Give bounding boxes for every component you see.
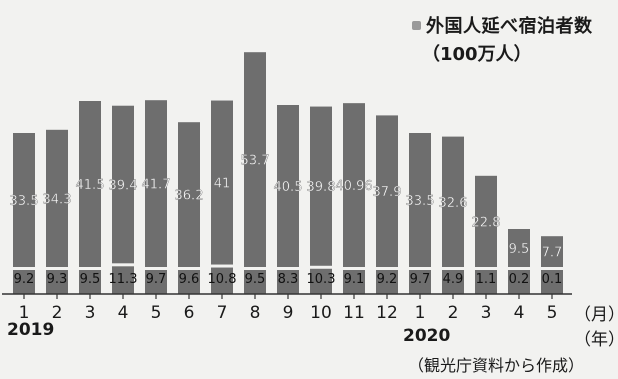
lower-value-label-8: 8.3 — [278, 272, 299, 287]
x-tick-label-16: 5 — [547, 303, 558, 323]
upper-value-label-10: 40.96 — [335, 179, 372, 194]
bar-lower-6 — [211, 267, 233, 294]
lower-value-label-7: 9.5 — [245, 272, 266, 287]
bar-upper-8 — [277, 105, 299, 267]
bar-upper-7 — [244, 52, 266, 268]
upper-value-label-13: 32.6 — [439, 196, 468, 211]
chart-unit: （100万人） — [422, 44, 532, 65]
bar-upper-10 — [343, 103, 365, 267]
bar-upper-12 — [409, 133, 431, 267]
source-note: （観光庁資料から作成） — [408, 356, 585, 375]
bar-lower-16 — [541, 270, 563, 294]
bar-upper-9 — [310, 106, 332, 266]
bar-lower-5 — [178, 270, 200, 294]
year-label-2019: 2019 — [7, 320, 55, 340]
x-tick-label-5: 6 — [184, 303, 195, 323]
month-unit-label: （月） — [574, 305, 618, 325]
lower-value-label-10: 9.1 — [344, 272, 365, 287]
x-tick-label-6: 7 — [217, 303, 228, 323]
bar-upper-6 — [211, 100, 233, 265]
lower-value-label-6: 10.8 — [208, 272, 237, 287]
upper-value-label-9: 39.8 — [307, 180, 336, 195]
bar-lower-4 — [145, 270, 167, 294]
bar-lower-8 — [277, 270, 299, 294]
bar-lower-9 — [310, 268, 332, 294]
x-tick-label-9: 10 — [310, 303, 332, 323]
upper-value-label-5: 36.2 — [175, 189, 204, 204]
bar-lower-13 — [442, 270, 464, 294]
bar-lower-11 — [376, 270, 398, 294]
x-tick-label-15: 4 — [514, 303, 525, 323]
bar-lower-14 — [475, 270, 497, 294]
lower-value-label-15: 0.2 — [509, 272, 530, 287]
upper-value-label-11: 37.9 — [373, 185, 402, 200]
bar-lower-7 — [244, 270, 266, 294]
upper-value-label-2: 41.5 — [76, 178, 105, 193]
bar-upper-2 — [79, 101, 101, 267]
x-tick-label-7: 8 — [250, 303, 261, 323]
x-tick-label-3: 4 — [118, 303, 129, 323]
x-tick-label-8: 9 — [283, 303, 294, 323]
bar-lower-2 — [79, 270, 101, 294]
bar-upper-5 — [178, 122, 200, 267]
x-tick-label-10: 11 — [343, 303, 365, 323]
year-unit-label: （年） — [574, 330, 618, 350]
lower-value-label-1: 9.3 — [47, 272, 68, 287]
x-tick-label-1: 2 — [52, 303, 63, 323]
x-tick-label-2: 3 — [85, 303, 96, 323]
bar-upper-1 — [46, 129, 68, 267]
lower-value-label-11: 9.2 — [377, 272, 398, 287]
lower-value-label-14: 1.1 — [476, 272, 497, 287]
bar-upper-13 — [442, 136, 464, 267]
x-tick-label-11: 12 — [376, 303, 398, 323]
upper-value-label-12: 33.5 — [406, 194, 435, 209]
x-tick-label-4: 5 — [151, 303, 162, 323]
bar-lower-15 — [508, 270, 530, 294]
bar-upper-3 — [112, 105, 134, 264]
lower-value-label-5: 9.6 — [179, 272, 200, 287]
upper-value-label-16: 7.7 — [542, 246, 563, 261]
bar-lower-12 — [409, 270, 431, 294]
bar-upper-11 — [376, 115, 398, 268]
upper-value-label-6: 41 — [214, 177, 231, 192]
legend-swatch — [412, 21, 421, 30]
lower-value-label-12: 9.7 — [410, 272, 431, 287]
upper-value-label-14: 22.8 — [472, 215, 501, 230]
bar-lower-3 — [112, 266, 134, 294]
bar-lower-1 — [46, 270, 68, 294]
lower-value-label-0: 9.2 — [14, 272, 35, 287]
upper-value-label-8: 40.5 — [274, 180, 303, 195]
chart-title-text: 外国人延べ宿泊者数 — [426, 16, 593, 37]
bar-upper-15 — [508, 229, 530, 267]
lower-value-label-3: 11.3 — [109, 272, 138, 287]
upper-value-label-7: 53.7 — [241, 154, 270, 169]
x-tick-label-12: 1 — [415, 303, 426, 323]
upper-value-label-0: 33.5 — [10, 194, 39, 209]
lower-value-label-9: 10.3 — [307, 272, 336, 287]
x-tick-label-14: 3 — [481, 303, 492, 323]
bar-upper-0 — [13, 133, 35, 267]
bar-upper-16 — [541, 236, 563, 267]
upper-value-label-1: 34.3 — [43, 192, 72, 207]
year-label-2020: 2020 — [403, 326, 451, 346]
lower-value-label-4: 9.7 — [146, 272, 167, 287]
chart-title: 外国人延べ宿泊者数 — [412, 12, 593, 38]
lower-value-label-13: 4.9 — [443, 272, 464, 287]
bar-lower-10 — [343, 270, 365, 294]
upper-value-label-4: 41.7 — [142, 178, 171, 193]
lower-value-label-16: 0.1 — [542, 272, 563, 287]
bar-lower-0 — [13, 270, 35, 294]
x-tick-label-13: 2 — [448, 303, 459, 323]
upper-value-label-3: 39.4 — [109, 179, 138, 194]
upper-value-label-15: 9.5 — [509, 242, 530, 257]
bar-upper-4 — [145, 100, 167, 267]
bar-upper-14 — [475, 175, 497, 267]
x-tick-label-0: 1 — [19, 303, 30, 323]
lower-value-label-2: 9.5 — [80, 272, 101, 287]
